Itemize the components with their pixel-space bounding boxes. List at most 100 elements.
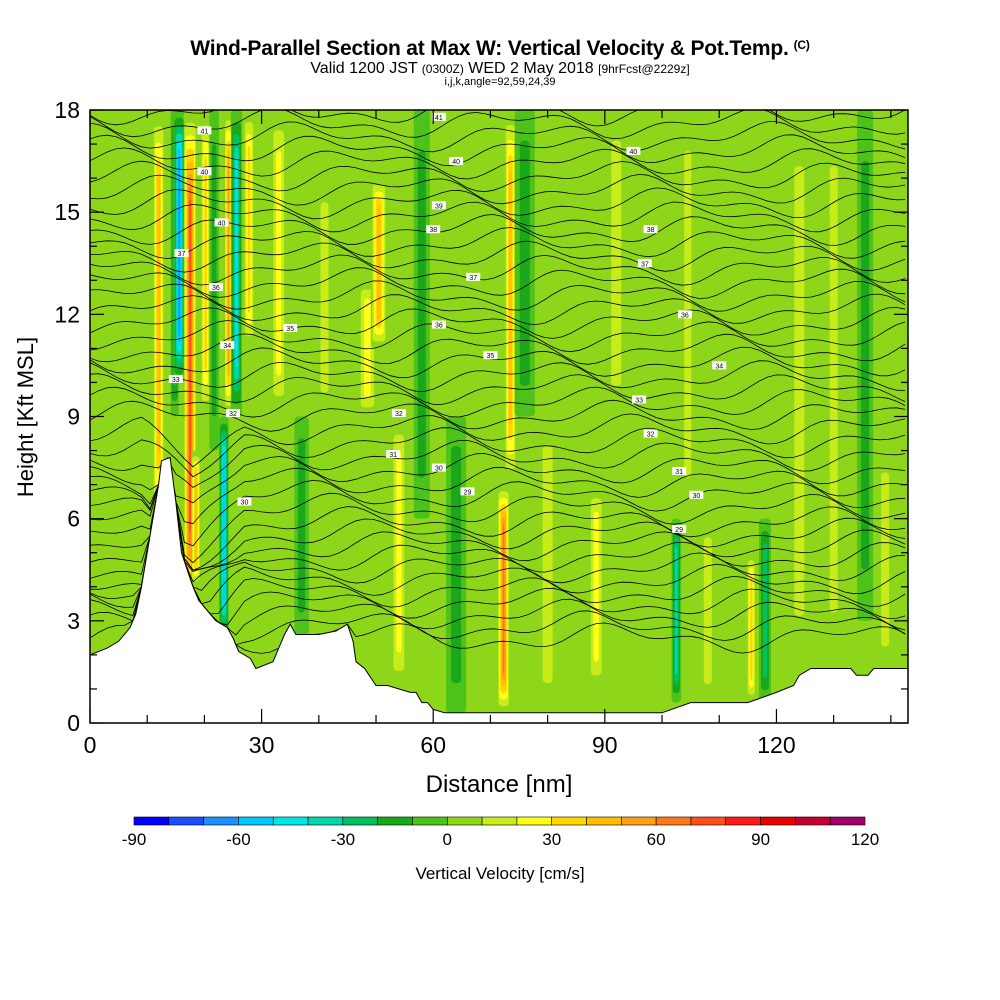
- vv-band: [542, 446, 553, 684]
- y-tick-label: 0: [67, 710, 80, 736]
- theta-contours: [90, 110, 906, 654]
- colorbar-swatch: [760, 816, 796, 826]
- theta-isentrope: [90, 399, 906, 432]
- chart-title: Wind-Parallel Section at Max W: Vertical…: [0, 37, 1000, 61]
- colorbar-swatch: [551, 816, 587, 826]
- theta-label-bg: [168, 375, 183, 384]
- colorbar-title: Vertical Velocity [cm/s]: [415, 864, 585, 883]
- theta-isentrope: [90, 373, 906, 405]
- theta-label-bg: [226, 409, 241, 418]
- theta-isentrope: [90, 440, 906, 488]
- theta-label-bg: [632, 395, 647, 404]
- theta-label: 41: [201, 128, 209, 135]
- vv-band: [703, 537, 712, 685]
- theta-label: 35: [286, 326, 294, 333]
- colorbar-swatch: [829, 816, 866, 826]
- theta-isentrope: [90, 160, 906, 193]
- forecast-info: [9hrFcst@2229z]: [598, 62, 690, 76]
- theta-isentrope: [90, 306, 906, 339]
- y-axis-label: Height [Kft MSL]: [13, 337, 38, 497]
- vv-band: [235, 159, 238, 368]
- theta-label-bg: [431, 463, 446, 472]
- theta-isentrope: [90, 456, 906, 626]
- theta-label: 31: [675, 469, 683, 476]
- colorbar-tick-label: -30: [331, 830, 356, 849]
- theta-isentrope: [90, 453, 906, 504]
- vv-band: [227, 161, 230, 366]
- valid-date: WED 2 May 2018: [468, 60, 594, 77]
- vv-band: [762, 543, 767, 679]
- vv-band: [204, 155, 207, 371]
- theta-label-bg: [672, 524, 687, 533]
- theta-label-bg: [643, 429, 658, 438]
- theta-isentrope: [90, 386, 906, 418]
- theta-label-bg: [208, 283, 223, 292]
- colorbar-swatch: [481, 816, 518, 826]
- theta-label-bg: [689, 490, 704, 499]
- colorbar-swatch: [516, 816, 553, 826]
- y-tick-label: 15: [54, 199, 80, 225]
- theta-isentrope: [90, 456, 906, 583]
- theta-isentrope: [90, 187, 906, 220]
- colorbar: -90 -60 -30 0 30 60 90 120: [122, 816, 879, 849]
- theta-isentrope: [90, 456, 906, 591]
- colorbar-tick-label: 90: [751, 830, 770, 849]
- colorbar-swatch: [203, 816, 239, 826]
- theta-label-bg: [431, 320, 446, 329]
- vv-band: [320, 201, 329, 393]
- theta-label: 31: [389, 452, 397, 459]
- x-tick-label: 120: [757, 732, 795, 758]
- colorbar-swatch: [412, 816, 448, 826]
- theta-label: 36: [212, 285, 220, 292]
- x-axis-label: Distance [nm]: [426, 771, 573, 798]
- vv-band: [396, 452, 402, 653]
- colorbar-swatch: [725, 816, 761, 826]
- theta-label: 38: [429, 227, 437, 234]
- theta-label: 29: [675, 527, 683, 534]
- vv-band: [377, 205, 381, 322]
- theta-isentrope: [90, 254, 906, 286]
- y-tick-label: 9: [67, 404, 80, 430]
- theta-label: 40: [630, 149, 638, 156]
- theta-isentrope: [90, 346, 906, 379]
- plot-area: 41 40 40 37 36 35 34 33 32 32 31 30 30 29 41 40 39 38 37 36…: [90, 110, 908, 723]
- y-tick-label: 3: [67, 608, 80, 634]
- colorbar-swatch: [621, 816, 657, 826]
- x-tick-label: 30: [249, 732, 275, 758]
- x-tick-label: 90: [592, 732, 618, 758]
- vv-band: [794, 166, 805, 616]
- theta-label-bg: [197, 167, 212, 176]
- vv-band: [509, 169, 512, 425]
- chart-title-text: Wind-Parallel Section at Max W: Vertical…: [190, 37, 789, 60]
- theta-isentrope: [90, 280, 906, 312]
- vv-band: [276, 150, 282, 376]
- theta-label: 32: [395, 411, 403, 418]
- theta-label: 34: [223, 343, 231, 350]
- colorbar-tick-label: 60: [647, 830, 666, 849]
- theta-contour-labels: 41 40 40 37 36 35 34 33 32 32 31 30 30 29 41 40 39 38 37 36…: [168, 112, 727, 534]
- theta-label-bg: [237, 497, 252, 506]
- theta-isentrope: [90, 413, 906, 468]
- terrain: [90, 456, 908, 723]
- theta-label-bg: [712, 361, 727, 370]
- chart-subtitle: Valid 1200 JST (0300Z) WED 2 May 2018 [9…: [0, 60, 1000, 78]
- colorbar-swatch: [690, 816, 727, 826]
- theta-isentrope: [90, 110, 906, 140]
- theta-label: 37: [641, 261, 649, 268]
- vv-band: [211, 144, 217, 417]
- theta-label-bg: [677, 310, 692, 319]
- theta-isentrope: [90, 227, 906, 260]
- theta-label: 32: [647, 432, 655, 439]
- theta-label-bg: [391, 409, 406, 418]
- x-axis: 0 30 60 90 120: [84, 110, 892, 758]
- theta-isentrope: [90, 456, 906, 564]
- vv-band: [611, 140, 622, 386]
- theta-label: 40: [218, 220, 226, 227]
- theta-label-bg: [637, 259, 652, 268]
- theta-isentrope: [90, 456, 906, 615]
- theta-label-bg: [174, 249, 189, 258]
- theta-label: 40: [201, 169, 209, 176]
- theta-isentrope: [90, 456, 906, 571]
- colorbar-tick-label: -90: [122, 830, 147, 849]
